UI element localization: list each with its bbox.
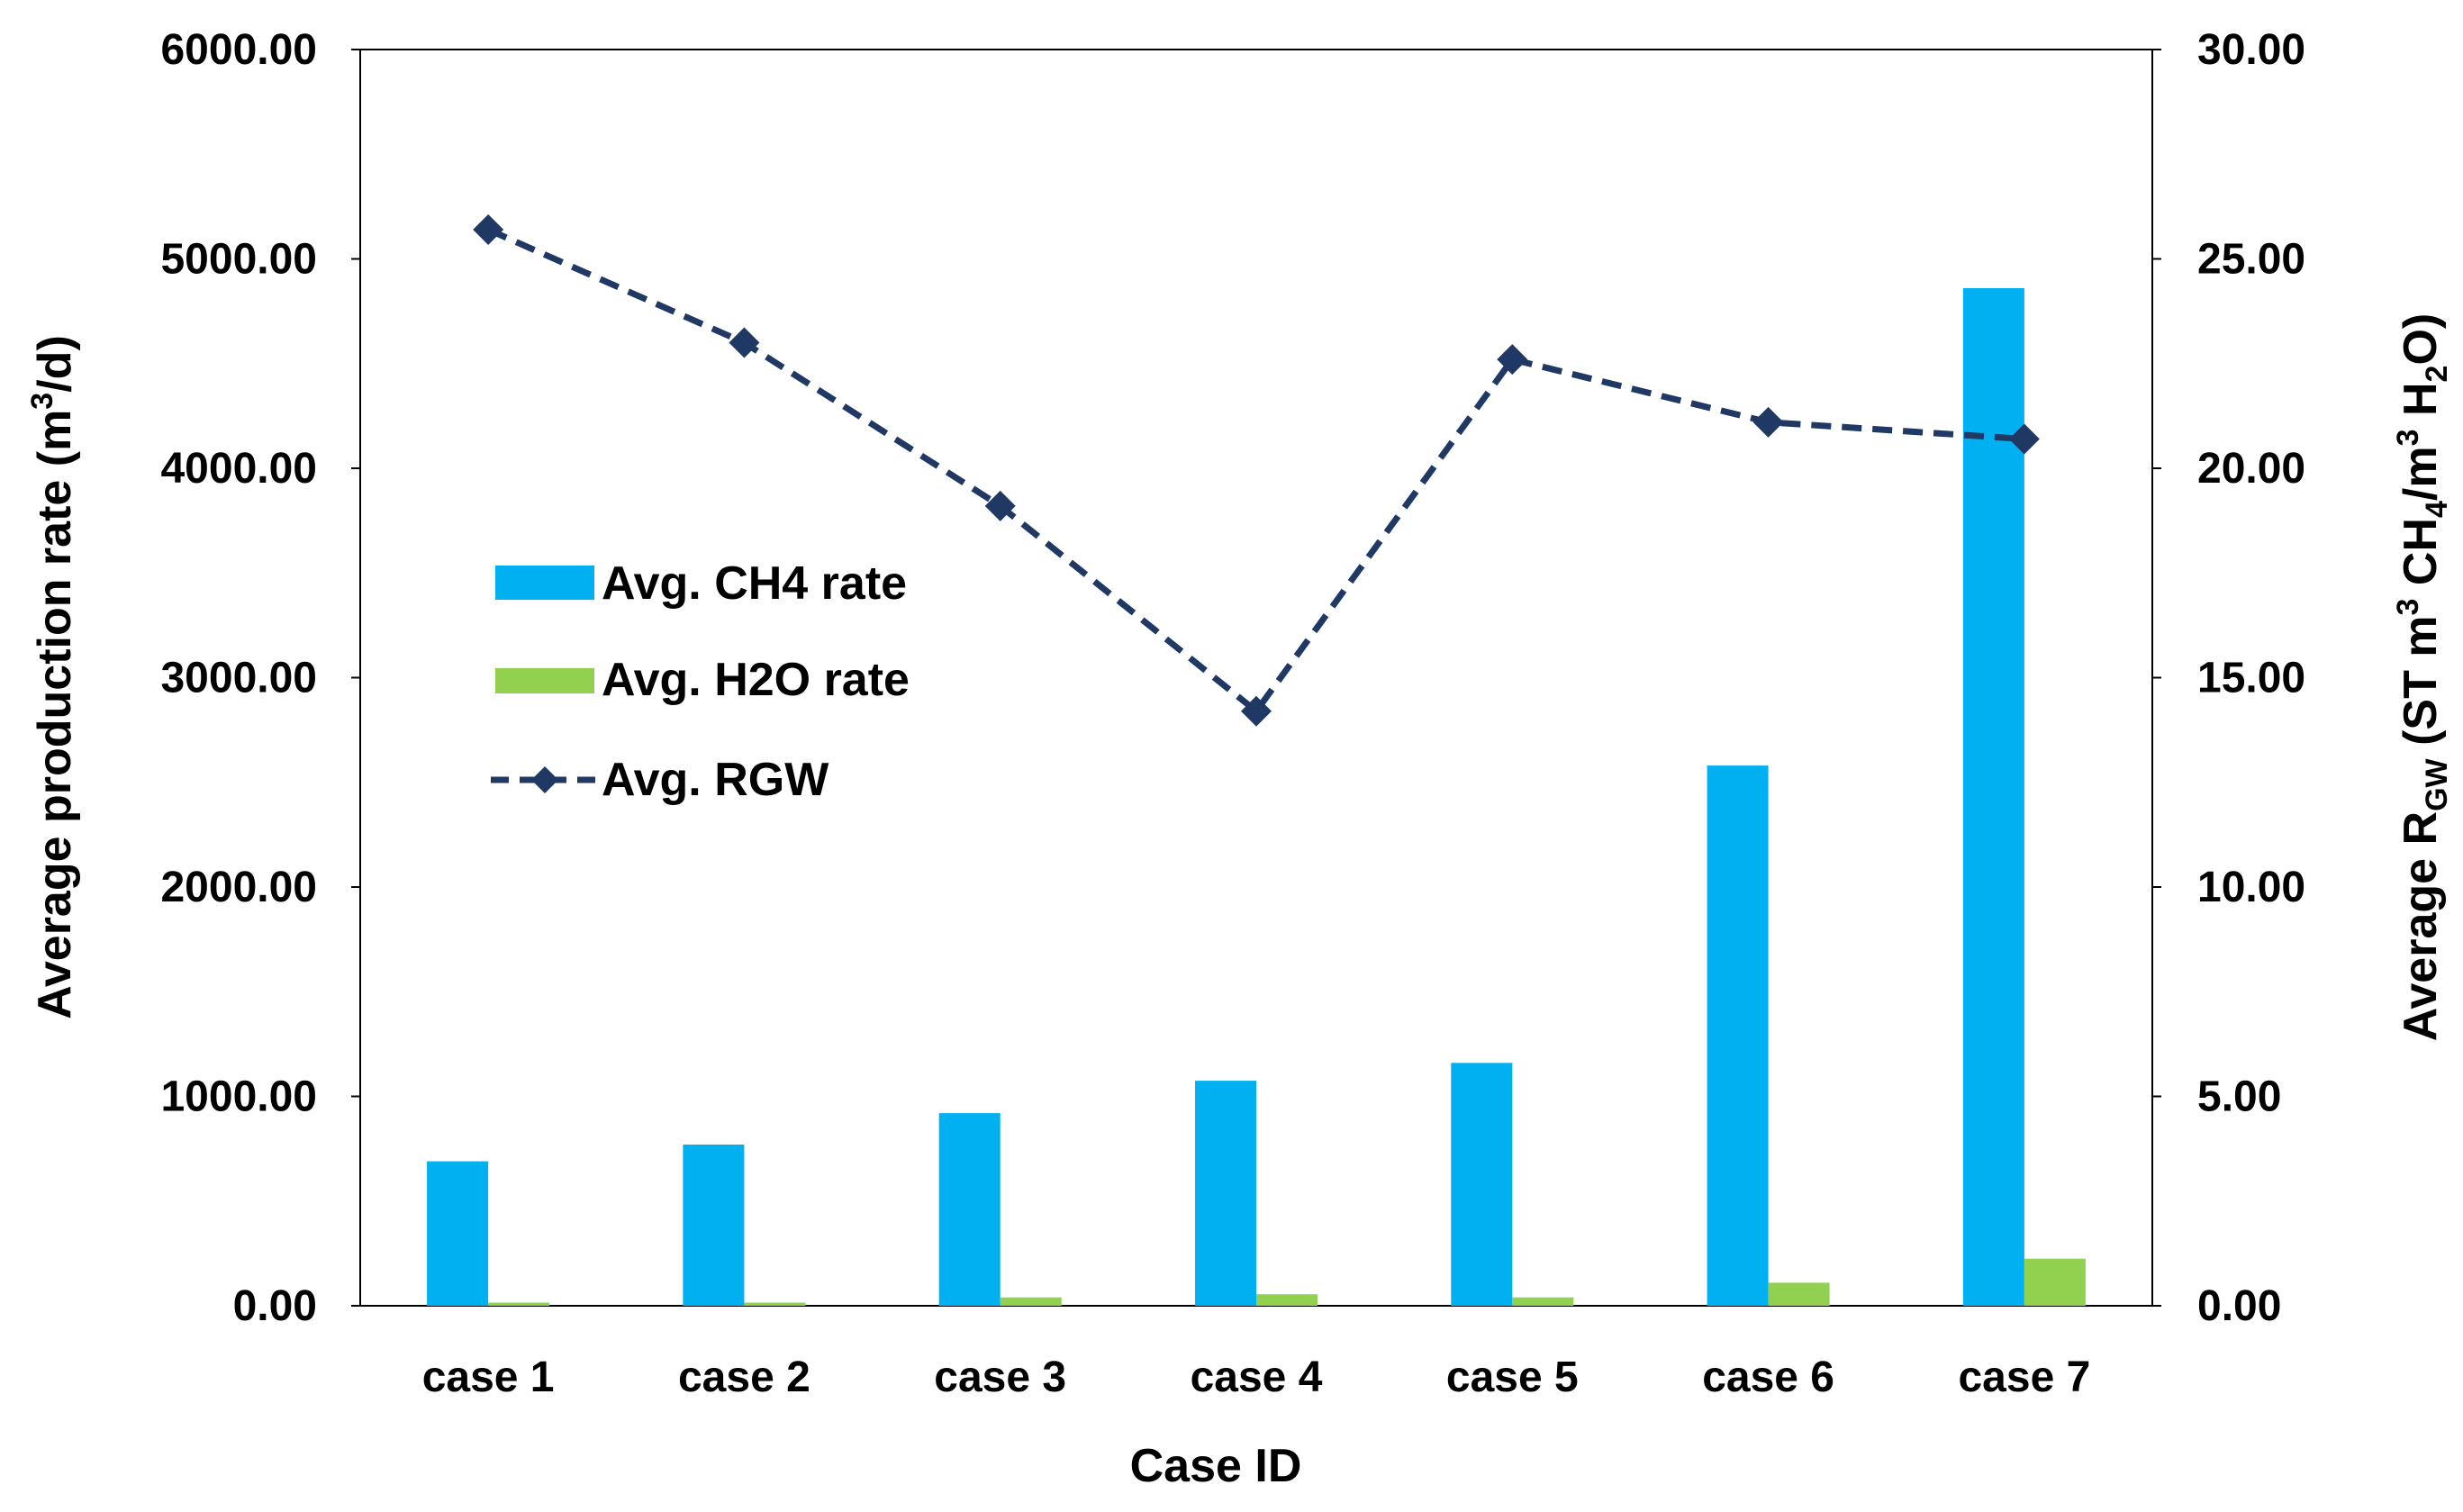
left-axis-ticks: 0.00 1000.00 2000.00 3000.00 4000.00 5000.00 6…: [160, 26, 360, 1330]
category-axis-ticks: case 1 case 2 case 3 case 4 case 5 case 6 case…: [422, 1354, 2091, 1401]
y2-axis-title: Average RGW (ST m3 CH4/m3 H2O): [2391, 313, 2454, 1041]
point-rgw-5: [1497, 344, 1528, 376]
x-tick-label: case 2: [678, 1354, 810, 1401]
bar-h2o-3: [1000, 1297, 1062, 1306]
point-rgw-1: [473, 213, 504, 245]
bar-h2o-4: [1256, 1294, 1318, 1306]
legend-marker-rgw: [531, 766, 558, 793]
y-axis-title: Average production rate (m3/d): [25, 335, 81, 1019]
x-tick-label: case 7: [1958, 1354, 2090, 1401]
y-tick-label: 5000.00: [160, 236, 317, 284]
bar-ch4-4: [1195, 1081, 1256, 1306]
bar-ch4-6: [1707, 765, 1769, 1306]
x-tick-label: case 5: [1446, 1354, 1579, 1401]
y2-tick-label: 30.00: [2197, 26, 2305, 74]
y-tick-label: 4000.00: [160, 445, 317, 493]
point-rgw-7: [2008, 423, 2040, 455]
y-tick-label: 3000.00: [160, 655, 317, 702]
x-tick-label: case 3: [934, 1354, 1066, 1401]
bar-ch4-3: [938, 1113, 1001, 1306]
bar-ch4-5: [1451, 1063, 1513, 1306]
y2-tick-label: 15.00: [2197, 655, 2305, 702]
y2-tick-label: 25.00: [2197, 236, 2305, 284]
bar-ch4-2: [683, 1145, 745, 1306]
line-layer: [473, 213, 2040, 727]
bars-layer: [427, 288, 2086, 1306]
y2-tick-label: 5.00: [2197, 1073, 2281, 1121]
y-tick-label: 0.00: [233, 1282, 317, 1330]
point-rgw-4: [1241, 695, 1272, 727]
right-axis-ticks: 0.00 5.00 10.00 15.00 20.00 25.00 30.00: [2152, 26, 2305, 1330]
y2-tick-label: 20.00: [2197, 445, 2305, 493]
bar-ch4-1: [427, 1161, 489, 1306]
bar-h2o-5: [1512, 1297, 1574, 1306]
bar-h2o-6: [1768, 1282, 1830, 1306]
legend-swatch-ch4: [495, 566, 594, 600]
y-tick-label: 6000.00: [160, 26, 317, 74]
y2-tick-label: 10.00: [2197, 864, 2305, 911]
series-line-rgw: [486, 226, 2025, 716]
point-rgw-6: [1752, 406, 1784, 438]
x-tick-label: case 1: [422, 1354, 555, 1401]
x-tick-label: case 6: [1702, 1354, 1834, 1401]
y2-tick-label: 0.00: [2197, 1282, 2281, 1330]
legend-label-ch4: Avg. CH4 rate: [602, 557, 907, 610]
x-tick-label: case 4: [1191, 1354, 1323, 1401]
bar-h2o-7: [2024, 1258, 2086, 1306]
point-rgw-2: [729, 327, 760, 358]
y-tick-label: 2000.00: [160, 864, 317, 911]
x-axis-title: Case ID: [1130, 1440, 1302, 1492]
point-rgw-3: [984, 490, 1016, 521]
y-tick-label: 1000.00: [160, 1073, 317, 1121]
legend-label-rgw: Avg. RGW: [602, 754, 829, 806]
legend: Avg. CH4 rate Avg. H2O rate Avg. RGW: [491, 557, 910, 806]
legend-label-h2o: Avg. H2O rate: [602, 654, 910, 706]
legend-swatch-h2o: [495, 668, 594, 693]
bar-h2o-1: [488, 1302, 550, 1306]
bar-ch4-7: [1962, 288, 2024, 1306]
bar-h2o-2: [744, 1302, 806, 1306]
